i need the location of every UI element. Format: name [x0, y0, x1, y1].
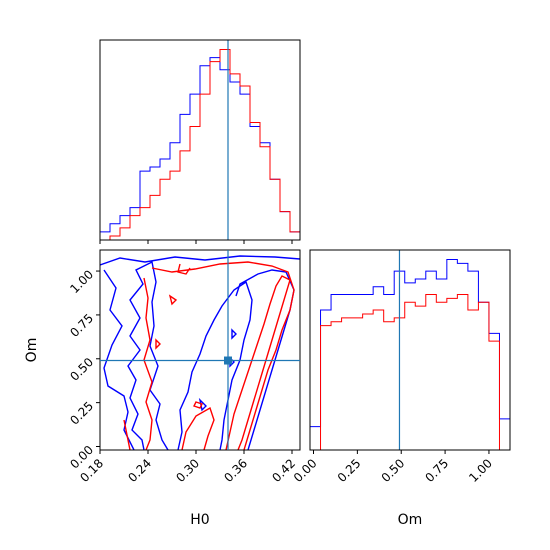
- om-tick-label: 1.00: [466, 456, 495, 485]
- h0-tick-label: 0.42: [269, 456, 298, 485]
- om-histogram-frame: [309, 249, 511, 451]
- contour-red-outer: [123, 261, 295, 450]
- contour-blue-outer: [100, 255, 300, 450]
- om-histogram-blue: [310, 259, 510, 450]
- truth-marker: [224, 356, 232, 365]
- h0-histogram-red: [100, 49, 300, 240]
- joint-contour-panel: 0.18 0.24 0.30 0.36 0.420.000.250.500.751.00…: [24, 249, 301, 528]
- om-y-tick-label: 1.00: [67, 267, 96, 296]
- contour-blue-inner: [177, 269, 295, 450]
- contour-red-inner: [181, 275, 291, 450]
- x-axis-label-om: Om: [398, 512, 423, 528]
- h0-histogram-frame: [99, 39, 301, 241]
- h0-histogram-panel: [99, 39, 301, 244]
- y-axis-label: Om: [24, 338, 40, 363]
- om-histogram-panel: 0.00 0.25 0.50 0.75 1.00 Om: [291, 249, 511, 528]
- om-tick-label: 0.25: [335, 456, 364, 485]
- om-tick-label: 0.50: [379, 456, 408, 485]
- om-y-tick-label: 0.75: [67, 311, 96, 340]
- om-y-tick-label: 0.25: [67, 399, 96, 428]
- x-axis-label-h0: H0: [190, 512, 209, 528]
- joint-panel-frame: [99, 249, 301, 451]
- h0-tick-label: 0.36: [221, 456, 250, 485]
- h0-tick-label: 0.30: [173, 456, 202, 485]
- om-tick-label: 0.00: [291, 456, 320, 485]
- om-y-tick-label: 0.50: [67, 355, 96, 384]
- om-tick-label: 0.75: [422, 456, 451, 485]
- h0-tick-label: 0.24: [125, 456, 154, 485]
- om-histogram-red: [310, 294, 510, 450]
